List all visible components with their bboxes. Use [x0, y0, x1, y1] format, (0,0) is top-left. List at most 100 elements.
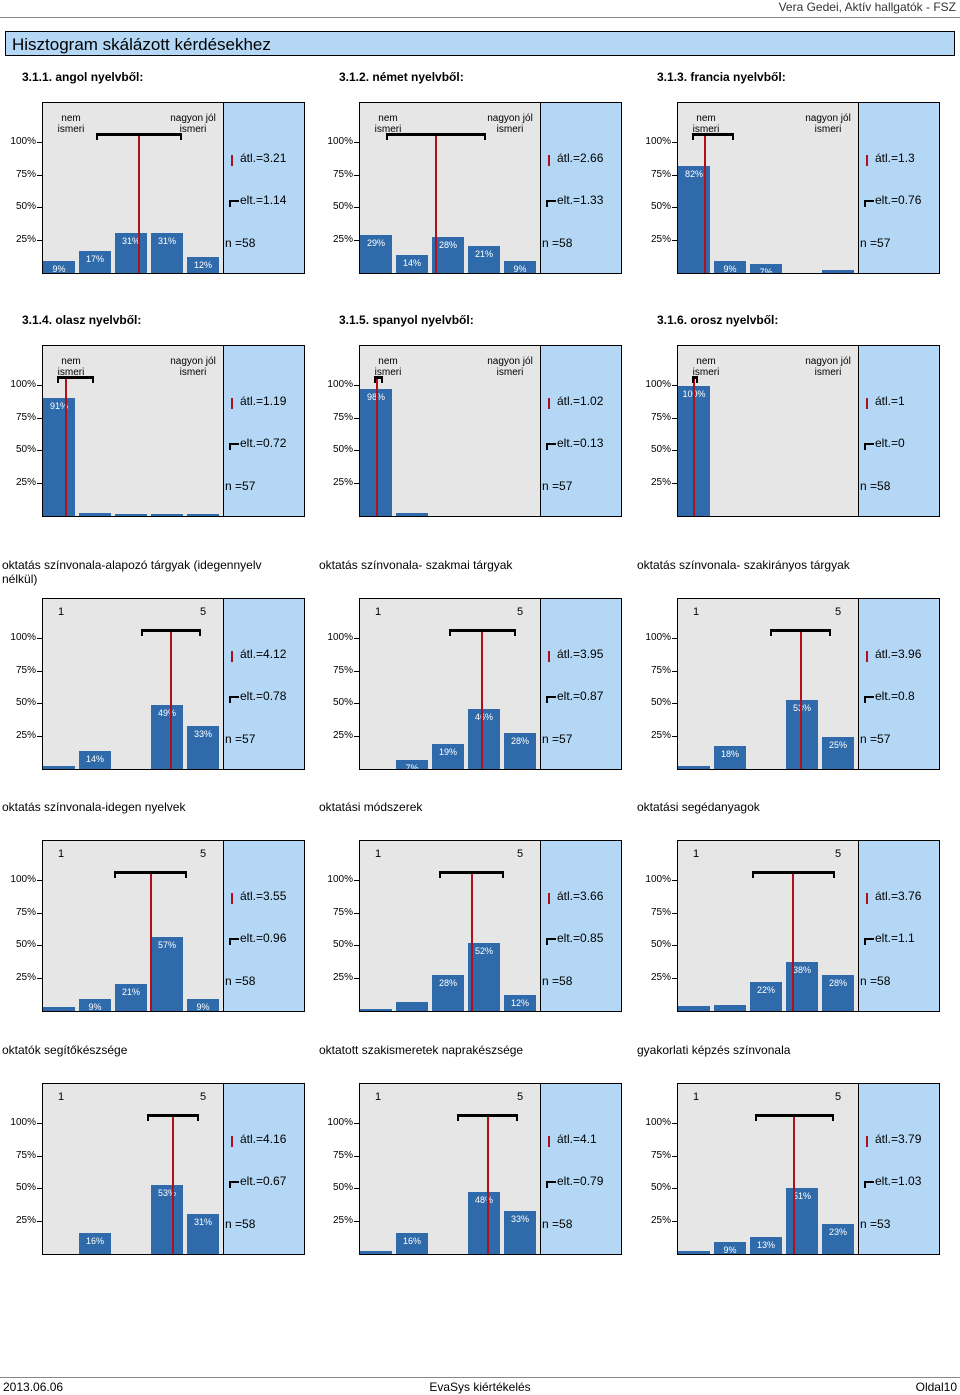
histogram-bar	[43, 1007, 75, 1011]
scale-right-label: nagyon jól ismeri	[805, 113, 851, 135]
chart-title: oktatott szakismeretek naprakészsége	[319, 1043, 524, 1057]
y-tick-mark	[354, 880, 360, 881]
chart-title: gyakorlati képzés színvonala	[637, 1043, 791, 1057]
mean-value: átl.=3.79	[875, 1132, 922, 1146]
histogram-bar	[187, 999, 219, 1011]
histogram-bar	[115, 514, 147, 516]
histogram-bar	[43, 397, 75, 516]
y-tick-label: 25%	[650, 971, 671, 983]
histogram-bar	[822, 1224, 854, 1254]
y-tick-label: 50%	[332, 697, 353, 708]
header-author: Vera Gedei, Aktív hallgatók - FSZ	[778, 0, 956, 14]
histogram-bar	[714, 261, 746, 273]
bar-value-label: 16%	[85, 1236, 104, 1247]
histogram-chart: 3.1.6. orosz nyelvből: nem ismeri nagyon j…	[635, 313, 950, 553]
mean-line	[486, 1114, 489, 1254]
histogram-bar	[79, 750, 111, 769]
bar-value-label: 9%	[723, 1245, 737, 1255]
histogram-bar	[187, 257, 219, 273]
histogram-chart: oktatók segítőkészsége 1 5 16% 53% 31% átl.=4.…	[0, 1043, 315, 1283]
page-title-box: Hisztogram skálázott kérdésekhez	[5, 31, 955, 56]
y-tick-label: 50%	[15, 201, 36, 212]
y-tick-mark	[672, 670, 678, 672]
bar-value-label: 91%	[49, 400, 68, 411]
y-tick-mark	[37, 670, 43, 672]
deviation-value: elt.=0.8	[875, 689, 915, 703]
y-tick-label: 50%	[332, 939, 353, 950]
y-tick-label: 25%	[15, 971, 36, 983]
bar-value-label: 12%	[193, 260, 212, 271]
deviation-value: elt.=1.1	[875, 931, 915, 945]
y-tick-mark	[354, 638, 360, 639]
mean-legend-icon	[548, 155, 550, 166]
y-tick-mark	[672, 735, 678, 737]
histogram-bar	[151, 1185, 183, 1254]
stats-panel	[223, 841, 304, 1011]
deviation-bar	[692, 133, 735, 140]
histogram-chart: 3.1.1. angol nyelvből: nem ismeri nagyon j…	[0, 70, 315, 310]
scale-right-label: nagyon jól ismeri	[487, 356, 533, 378]
mean-line	[171, 1114, 174, 1254]
y-tick-label: 75%	[332, 411, 353, 423]
deviation-value: elt.=0.87	[557, 689, 604, 703]
mean-legend-icon	[866, 651, 868, 662]
y-tick-label: 75%	[332, 1149, 353, 1161]
bar-value-label: 53%	[792, 703, 811, 714]
histogram-bar	[432, 744, 464, 769]
histogram-region	[43, 841, 223, 1011]
scale-right-label: 5	[199, 606, 207, 618]
y-tick-mark	[672, 417, 678, 419]
mean-value: átl.=4.12	[240, 647, 287, 661]
histogram-bar	[360, 235, 392, 273]
mean-legend-icon	[866, 155, 868, 166]
scale-right-label: nagyon jól ismeri	[487, 113, 533, 135]
histogram-bar	[678, 1251, 710, 1254]
respondent-count: n =57	[225, 479, 256, 493]
respondent-count: n =58	[542, 974, 573, 988]
y-tick-label: 50%	[650, 939, 671, 950]
deviation-bar	[146, 1114, 200, 1121]
y-tick-mark	[672, 207, 678, 208]
deviation-value: elt.=0	[875, 436, 905, 450]
mean-value: átl.=3.21	[240, 151, 287, 165]
mean-value: átl.=3.55	[240, 889, 287, 903]
respondent-count: n =53	[860, 1217, 891, 1231]
scale-right-label: nagyon jól ismeri	[170, 113, 216, 135]
histogram-bar	[43, 261, 75, 273]
bar-value-label: 19%	[438, 747, 457, 758]
deviation-value: elt.=0.13	[557, 436, 604, 450]
bar-value-label: 25%	[828, 739, 847, 750]
y-tick-label: 100%	[645, 632, 671, 643]
y-tick-mark	[672, 880, 678, 881]
y-tick-label: 50%	[15, 444, 36, 455]
scale-right-label: 5	[199, 1091, 207, 1103]
y-tick-label: 50%	[650, 697, 671, 708]
mean-value: átl.=1.02	[557, 394, 604, 408]
y-tick-label: 25%	[650, 1214, 671, 1226]
histogram-bar	[786, 700, 818, 769]
page-title: Hisztogram skálázott kérdésekhez	[12, 35, 271, 54]
plot-area: nem ismeri nagyon jól ismeri 82% 9% 7% átl.=1…	[677, 102, 940, 274]
histogram-bar	[714, 1004, 746, 1011]
mean-line	[481, 629, 484, 769]
y-tick-mark	[672, 450, 678, 451]
respondent-count: n =57	[860, 732, 891, 746]
stats-panel	[858, 599, 939, 769]
deviation-bar	[755, 1114, 834, 1121]
mean-value: átl.=3.76	[875, 889, 922, 903]
y-tick-mark	[354, 450, 360, 451]
chart-title: 3.1.1. angol nyelvből:	[22, 70, 144, 84]
histogram-chart: oktatás színvonala-alapozó tárgyak (ideg…	[0, 558, 315, 798]
chart-title: 3.1.2. német nyelvből:	[339, 70, 464, 84]
y-tick-mark	[37, 977, 43, 979]
plot-area: nem ismeri nagyon jól ismeri 29% 14% 28% 21% 9…	[359, 102, 622, 274]
bar-value-label: 33%	[193, 729, 212, 740]
footer-divider	[0, 1377, 960, 1378]
y-tick-label: 75%	[650, 664, 671, 676]
mean-value: átl.=3.95	[557, 647, 604, 661]
mean-value: átl.=3.96	[875, 647, 922, 661]
y-tick-mark	[37, 417, 43, 419]
histogram-bar	[468, 245, 500, 273]
chart-title: 3.1.6. orosz nyelvből:	[657, 313, 779, 327]
